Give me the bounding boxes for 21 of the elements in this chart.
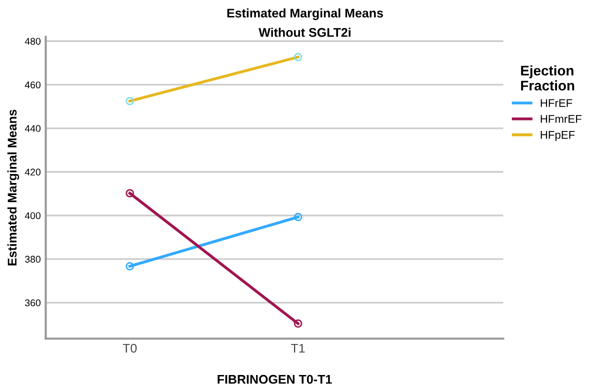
point <box>294 212 302 222</box>
y-axis-title: Estimated Marginal Means <box>7 110 20 266</box>
y-tick-label: 380 <box>25 256 41 263</box>
point <box>126 189 134 198</box>
point <box>294 319 302 328</box>
y-tick-label: 360 <box>25 299 41 306</box>
y-tick-label: 480 <box>24 38 41 45</box>
x-axis-title: FIBRINOGEN T0-T1 <box>218 374 332 384</box>
y-tick-label: 420 <box>24 168 41 176</box>
point <box>126 262 134 270</box>
chart-title: Estimated Marginal Means <box>227 8 383 20</box>
legend-label: HFpEF <box>540 131 575 141</box>
chart-subtitle: Without SGLT2i <box>258 28 350 37</box>
legend-label: HFrEF <box>540 99 572 107</box>
x-tick-label: T1 <box>291 344 305 353</box>
legend-title: Ejection Fraction <box>521 65 574 91</box>
y-tick-label: 440 <box>24 125 41 132</box>
x-tick-label: T0 <box>122 344 137 353</box>
y-tick-label: 400 <box>24 212 41 220</box>
legend-label: HFmrEF <box>540 115 582 123</box>
y-tick-label: 460 <box>24 81 41 88</box>
